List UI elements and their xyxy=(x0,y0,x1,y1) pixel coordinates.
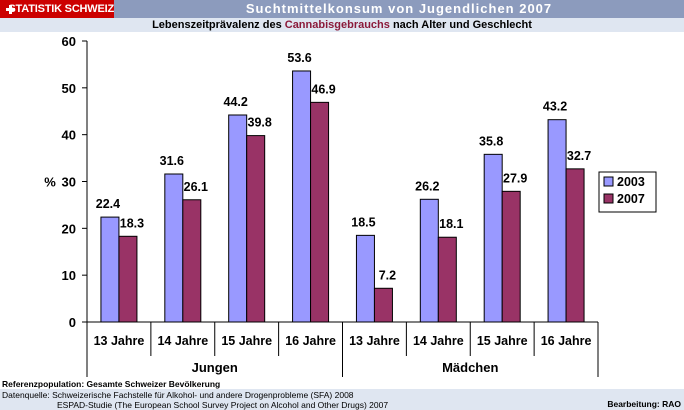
page-title: Suchtmittelkonsum von Jugendlichen 2007 xyxy=(245,1,553,16)
bar-2007 xyxy=(565,168,585,323)
x-tick-label: 14 Jahre xyxy=(157,334,208,348)
data-label: 26.1 xyxy=(184,180,208,194)
legend-label-2007: 2007 xyxy=(617,192,645,206)
x-tick-label: 13 Jahre xyxy=(349,334,400,348)
data-label: 26.2 xyxy=(415,179,439,193)
data-label: 32.7 xyxy=(567,149,591,163)
bar-2007 xyxy=(182,199,202,323)
bar-2003 xyxy=(292,70,312,323)
data-label: 31.6 xyxy=(160,154,184,168)
data-label: 53.6 xyxy=(287,51,311,65)
subtitle-highlight: Cannabisgebrauchs xyxy=(284,19,390,31)
data-label: 35.8 xyxy=(479,134,503,148)
x-tick-label: 14 Jahre xyxy=(413,334,464,348)
brand-logo[interactable]: STATISTIK SCHWEIZ xyxy=(0,0,114,18)
x-tick-label: 16 Jahre xyxy=(541,334,592,348)
bar-2007 xyxy=(246,135,266,323)
data-label: 44.2 xyxy=(224,95,248,109)
data-label: 46.9 xyxy=(311,82,335,96)
y-tick-label: 30 xyxy=(62,175,76,190)
data-label: 27.9 xyxy=(503,171,527,185)
bar-2003 xyxy=(547,119,567,323)
reference-population: Referenzpopulation: Gesamte Schweizer Be… xyxy=(2,379,221,389)
bar-2007 xyxy=(501,190,521,323)
bar-chart: 0 10 20 30 40 50 60% 22.418.3 13 Jahre 31.626.1 14… xyxy=(44,34,657,377)
y-tick-label: 20 xyxy=(62,221,76,236)
y-tick-label: 10 xyxy=(62,268,76,283)
data-label: 39.8 xyxy=(248,116,272,130)
y-tick-label: 40 xyxy=(62,128,76,143)
legend-swatch-2007 xyxy=(603,193,614,204)
bar-2007 xyxy=(118,235,138,323)
data-label: 7.2 xyxy=(379,268,396,282)
y-tick-label: 60 xyxy=(62,34,76,49)
legend-label-2003: 2003 xyxy=(617,175,645,189)
bar-2007 xyxy=(310,101,330,323)
bar-2003 xyxy=(355,234,375,323)
data-label: 18.1 xyxy=(439,217,463,231)
credit-label: Bearbeitung: RAO xyxy=(607,399,681,409)
bar-2003 xyxy=(228,114,248,323)
footer: Referenzpopulation: Gesamte Schweizer Be… xyxy=(0,378,684,410)
bar-2007 xyxy=(373,287,393,323)
x-tick-label: 15 Jahre xyxy=(477,334,528,348)
subtitle-text-after: nach Alter und Geschlecht xyxy=(389,19,532,31)
y-tick-label: 50 xyxy=(62,81,76,96)
chart-subtitle: Lebenszeitprävalenz des Cannabisgebrauch… xyxy=(0,18,684,32)
brand-label: STATISTIK SCHWEIZ xyxy=(8,3,114,15)
data-source-line-2: ESPAD-Studie (The European School Survey… xyxy=(57,400,389,410)
bar-2007 xyxy=(437,236,457,323)
y-tick-label: 0 xyxy=(69,315,76,330)
data-label: 22.4 xyxy=(96,197,120,211)
data-source-line-1: Datenquelle: Schweizerische Fachstelle f… xyxy=(2,390,354,400)
header-bar: STATISTIK SCHWEIZ Suchtmittelkonsum von … xyxy=(0,0,684,18)
bar-2003 xyxy=(100,216,120,323)
legend-swatch-2003 xyxy=(603,176,614,187)
subtitle-text-before: Lebenszeitprävalenz des xyxy=(152,19,285,31)
group-label: Mädchen xyxy=(442,360,498,375)
bar-2003 xyxy=(164,173,184,323)
source-band: Datenquelle: Schweizerische Fachstelle f… xyxy=(0,389,684,410)
data-label: 18.3 xyxy=(120,216,144,230)
x-tick-label: 13 Jahre xyxy=(94,334,145,348)
x-tick-label: 15 Jahre xyxy=(221,334,272,348)
x-tick-label: 16 Jahre xyxy=(285,334,336,348)
group-label: Jungen xyxy=(192,360,238,375)
bar-2003 xyxy=(419,198,439,323)
data-label: 18.5 xyxy=(351,215,375,229)
bar-2003 xyxy=(483,153,503,323)
data-label: 43.2 xyxy=(543,100,567,114)
y-axis-label: % xyxy=(44,175,56,190)
